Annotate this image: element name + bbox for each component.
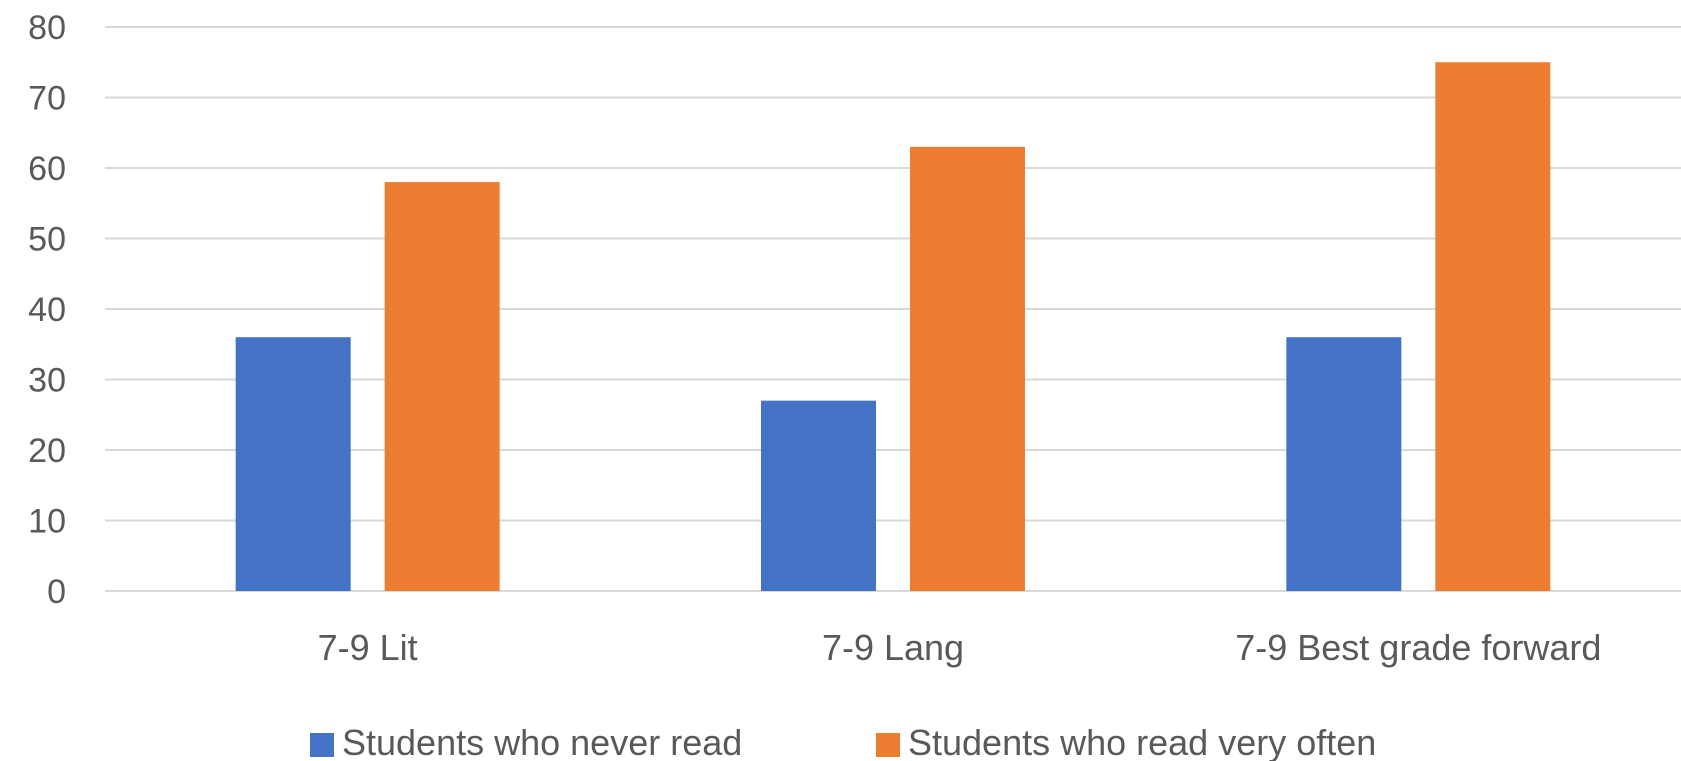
bar-read-very-often-1 (910, 146, 1025, 591)
bar-read-very-often-2 (1435, 62, 1551, 591)
x-tick-label: 7-9 Best grade forward (1235, 627, 1601, 668)
y-tick-label: 30 (28, 362, 66, 400)
y-axis-ticks: 0 10 20 30 40 50 60 70 80 (28, 9, 66, 611)
x-tick-label: 7-9 Lang (822, 627, 964, 668)
legend-label: Students who never read (342, 722, 742, 761)
bar-never-read-1 (761, 400, 876, 591)
y-tick-label: 40 (28, 291, 66, 329)
bar-never-read-2 (1286, 337, 1402, 591)
legend-swatch (876, 733, 900, 757)
bars (235, 62, 1551, 591)
y-tick-label: 60 (28, 150, 66, 188)
legend: Students who never read Students who read… (310, 722, 1376, 761)
y-tick-label: 50 (28, 221, 66, 259)
y-tick-label: 10 (28, 503, 66, 541)
x-axis-labels: 7-9 Lit 7-9 Lang 7-9 Best grade forward (318, 627, 1602, 668)
legend-label: Students who read very often (908, 722, 1376, 761)
x-tick-label: 7-9 Lit (318, 627, 418, 668)
y-tick-label: 70 (28, 80, 66, 118)
gridlines (105, 26, 1681, 592)
y-tick-label: 20 (28, 432, 66, 470)
bar-never-read-0 (235, 337, 351, 591)
y-tick-label: 0 (47, 573, 66, 611)
legend-swatch (310, 733, 334, 757)
bar-read-very-often-0 (384, 182, 500, 591)
y-tick-label: 80 (28, 9, 66, 47)
